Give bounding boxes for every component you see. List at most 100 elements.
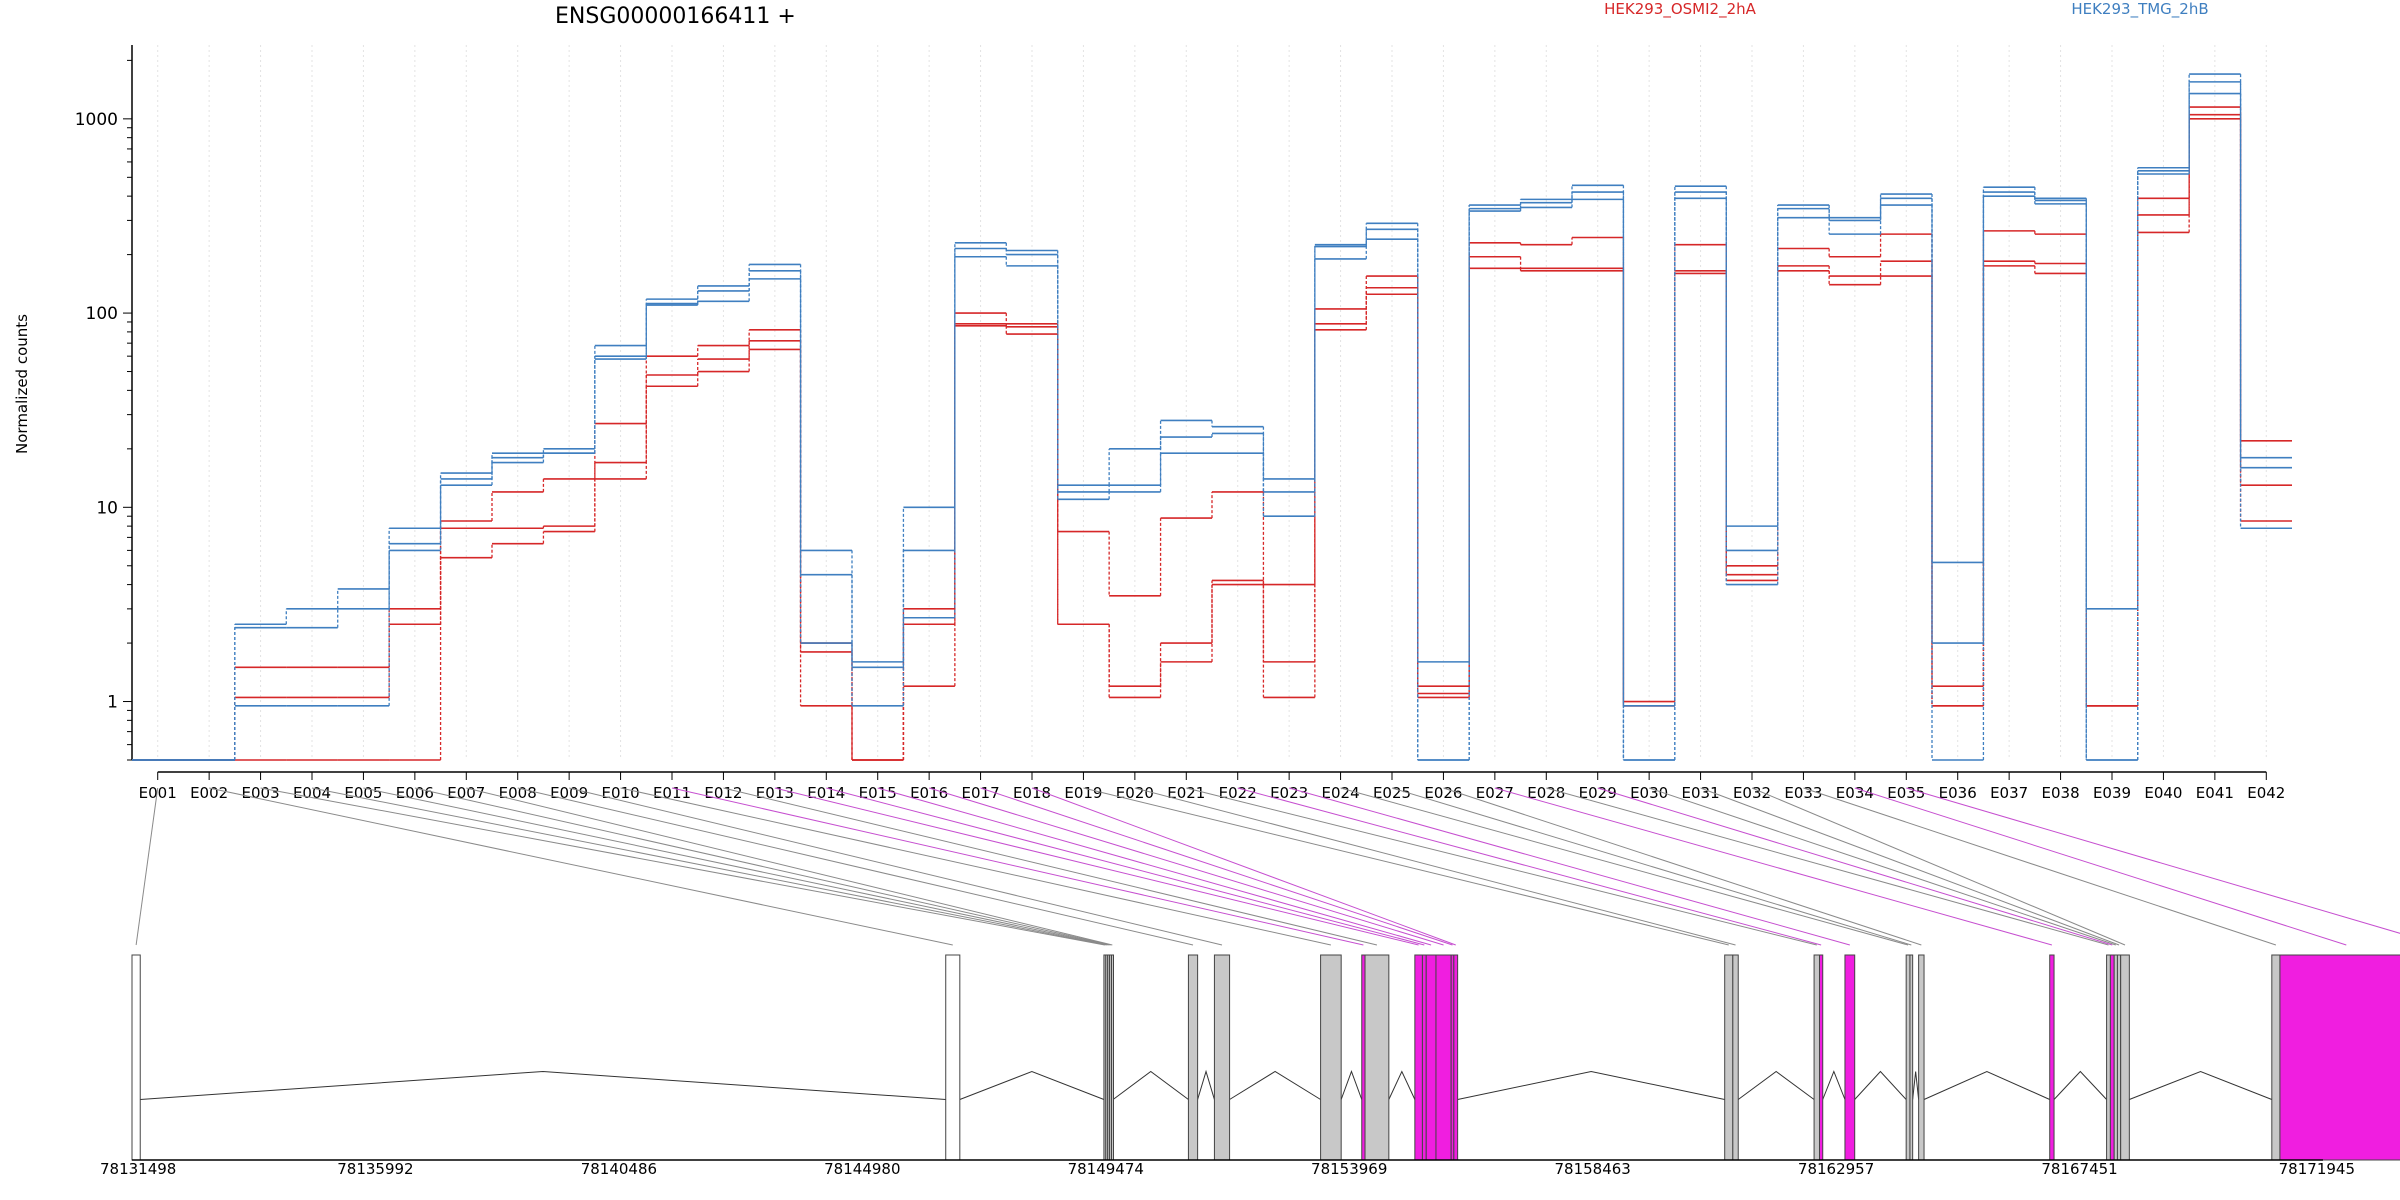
x-tick-label: E042	[2247, 784, 2285, 802]
exon-connector	[517, 787, 1194, 946]
exon-box	[1909, 954, 1914, 1161]
gene-axis-tick-label: 78140486	[581, 1160, 657, 1178]
exon-box	[1918, 954, 1925, 1161]
exon-box	[1425, 954, 1437, 1161]
x-tick-label: E035	[1887, 784, 1925, 802]
exon-box	[2109, 954, 2115, 1161]
exon-box	[1818, 954, 1824, 1161]
y-tick-label: 1	[107, 693, 118, 713]
x-tick-label: E015	[859, 784, 897, 802]
x-tick-label: E033	[1784, 784, 1822, 802]
gene-axis-tick-label: 78171945	[2279, 1160, 2355, 1178]
exon-connector	[980, 787, 1453, 946]
x-tick-label: E030	[1630, 784, 1668, 802]
exon-box	[1813, 954, 1820, 1161]
exon-connector	[414, 787, 1111, 946]
y-tick-label: 10	[96, 498, 118, 518]
y-axis-label: Normalized counts	[13, 314, 31, 454]
exon-connector	[1289, 787, 1850, 946]
intron-line	[1388, 1070, 1416, 1100]
exon-connector	[1237, 787, 1822, 946]
x-tick-label: E020	[1116, 784, 1154, 802]
x-tick-label: E017	[962, 784, 1000, 802]
exon-connector	[723, 787, 1378, 946]
intron-line	[2129, 1070, 2272, 1100]
exon-connector	[260, 787, 1105, 946]
exon-connector	[826, 787, 1425, 946]
exon-connector	[1340, 787, 1909, 946]
x-tick-label: E031	[1682, 784, 1720, 802]
series-line	[132, 92, 2292, 761]
gene-axis-tick-label: 78167451	[2041, 1160, 2117, 1178]
exon-box	[2106, 954, 2111, 1161]
x-tick-label: E036	[1939, 784, 1977, 802]
exon-connector	[569, 787, 1223, 946]
exon-connector	[1443, 787, 1922, 946]
plot-area	[132, 73, 2292, 761]
x-tick-label: E037	[1990, 784, 2028, 802]
x-tick-label: E029	[1579, 784, 1617, 802]
series-line	[132, 73, 2292, 761]
x-tick-label: E027	[1476, 784, 1514, 802]
x-tick-label: E002	[190, 784, 228, 802]
exon-box	[1453, 954, 1459, 1161]
intron-line	[1822, 1070, 1846, 1100]
x-tick-label: E010	[602, 784, 640, 802]
exon-box	[1187, 954, 1199, 1161]
x-tick-label: E003	[242, 784, 280, 802]
exon-connector	[1134, 787, 1736, 946]
intron-line	[1737, 1070, 1815, 1100]
exon-connector	[1083, 787, 1729, 946]
exon-box	[1364, 954, 1390, 1161]
exon-connector	[1700, 787, 2120, 946]
x-tick-label: E009	[550, 784, 588, 802]
exon-connector	[1648, 787, 2116, 946]
x-tick-label: E039	[2093, 784, 2131, 802]
exon-connector	[1186, 787, 1817, 946]
series-line	[132, 118, 2292, 761]
x-axis: E001 E002 E003 E004 E005 E006 E007 E008 E009 E010…	[139, 771, 2285, 802]
exon-connector	[135, 787, 159, 946]
exon-box	[2049, 954, 2055, 1161]
exon-box	[2271, 954, 2281, 1161]
intron-line	[1229, 1070, 1321, 1100]
exon-connector	[1854, 787, 2347, 946]
legend-entry: HEK293_OSMI2_2hA	[1604, 0, 1757, 19]
x-tick-label: E038	[2042, 784, 2080, 802]
x-tick-label: E018	[1013, 784, 1051, 802]
exon-box	[2279, 954, 2400, 1161]
exon-box	[2120, 954, 2130, 1161]
x-tick-label: E008	[499, 784, 537, 802]
gene-axis-tick-label: 78149474	[1068, 1160, 1144, 1178]
exon-connector	[1494, 787, 2053, 946]
gene-axis-tick-label: 78153969	[1311, 1160, 1387, 1178]
intron-line	[1912, 1071, 1920, 1100]
exon-connector	[1546, 787, 2109, 946]
exon-box	[1421, 954, 1427, 1161]
x-tick-label: E026	[1424, 784, 1462, 802]
exon-connector	[620, 787, 1331, 946]
exon-connector	[1751, 787, 2126, 946]
intron-line	[1923, 1070, 2050, 1100]
gene-axis-tick-label: 78162957	[1798, 1160, 1874, 1178]
exon-connector	[928, 787, 1444, 946]
exon-box	[1213, 954, 1231, 1161]
x-tick-label: E023	[1270, 784, 1308, 802]
x-tick-label: E025	[1373, 784, 1411, 802]
exon-box	[1320, 954, 1342, 1161]
x-tick-label: E024	[1322, 784, 1360, 802]
exon-connector	[466, 787, 1113, 946]
vertical-grid	[157, 45, 2267, 760]
x-tick-label: E021	[1167, 784, 1205, 802]
intron-line	[2053, 1070, 2107, 1100]
gene-axis-tick-label: 78131498	[100, 1160, 176, 1178]
x-tick-label: E032	[1733, 784, 1771, 802]
gene-model	[131, 954, 2400, 1161]
x-tick-label: E004	[293, 784, 331, 802]
intron-line	[1457, 1070, 1725, 1100]
intron-line	[1197, 1069, 1215, 1100]
legend: HEK293_OSMI2_2hA HEK293_TMG_2hB	[1604, 0, 2209, 19]
exon-connector	[1031, 787, 1456, 946]
exon-box	[945, 954, 961, 1161]
